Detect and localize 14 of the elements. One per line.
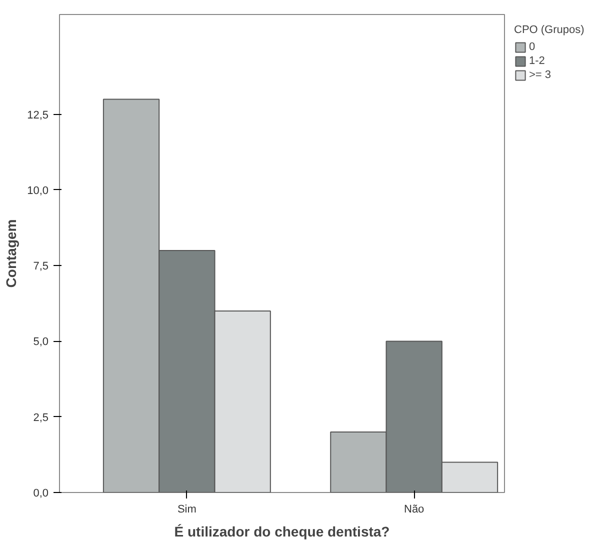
legend-label: 1-2 (529, 55, 546, 67)
legend-title: CPO (Grupos) (514, 24, 584, 36)
y-axis-title: Contagem (3, 219, 20, 288)
y-tick-label: 7,5 (33, 260, 49, 273)
x-tick-label: Não (404, 504, 424, 516)
legend-label: 0 (529, 41, 536, 53)
y-tick-label: 12,5 (27, 109, 49, 122)
y-tick-label: 5,0 (33, 336, 49, 348)
x-tick-label: Sim (177, 504, 196, 516)
y-tick-label: 10,0 (27, 184, 49, 197)
x-axis-title: É utilizador do cheque dentista? (174, 524, 390, 540)
y-tick-label: 2,5 (33, 412, 49, 424)
legend-label: >= 3 (529, 69, 552, 81)
y-tick-label: 0,0 (33, 488, 49, 500)
